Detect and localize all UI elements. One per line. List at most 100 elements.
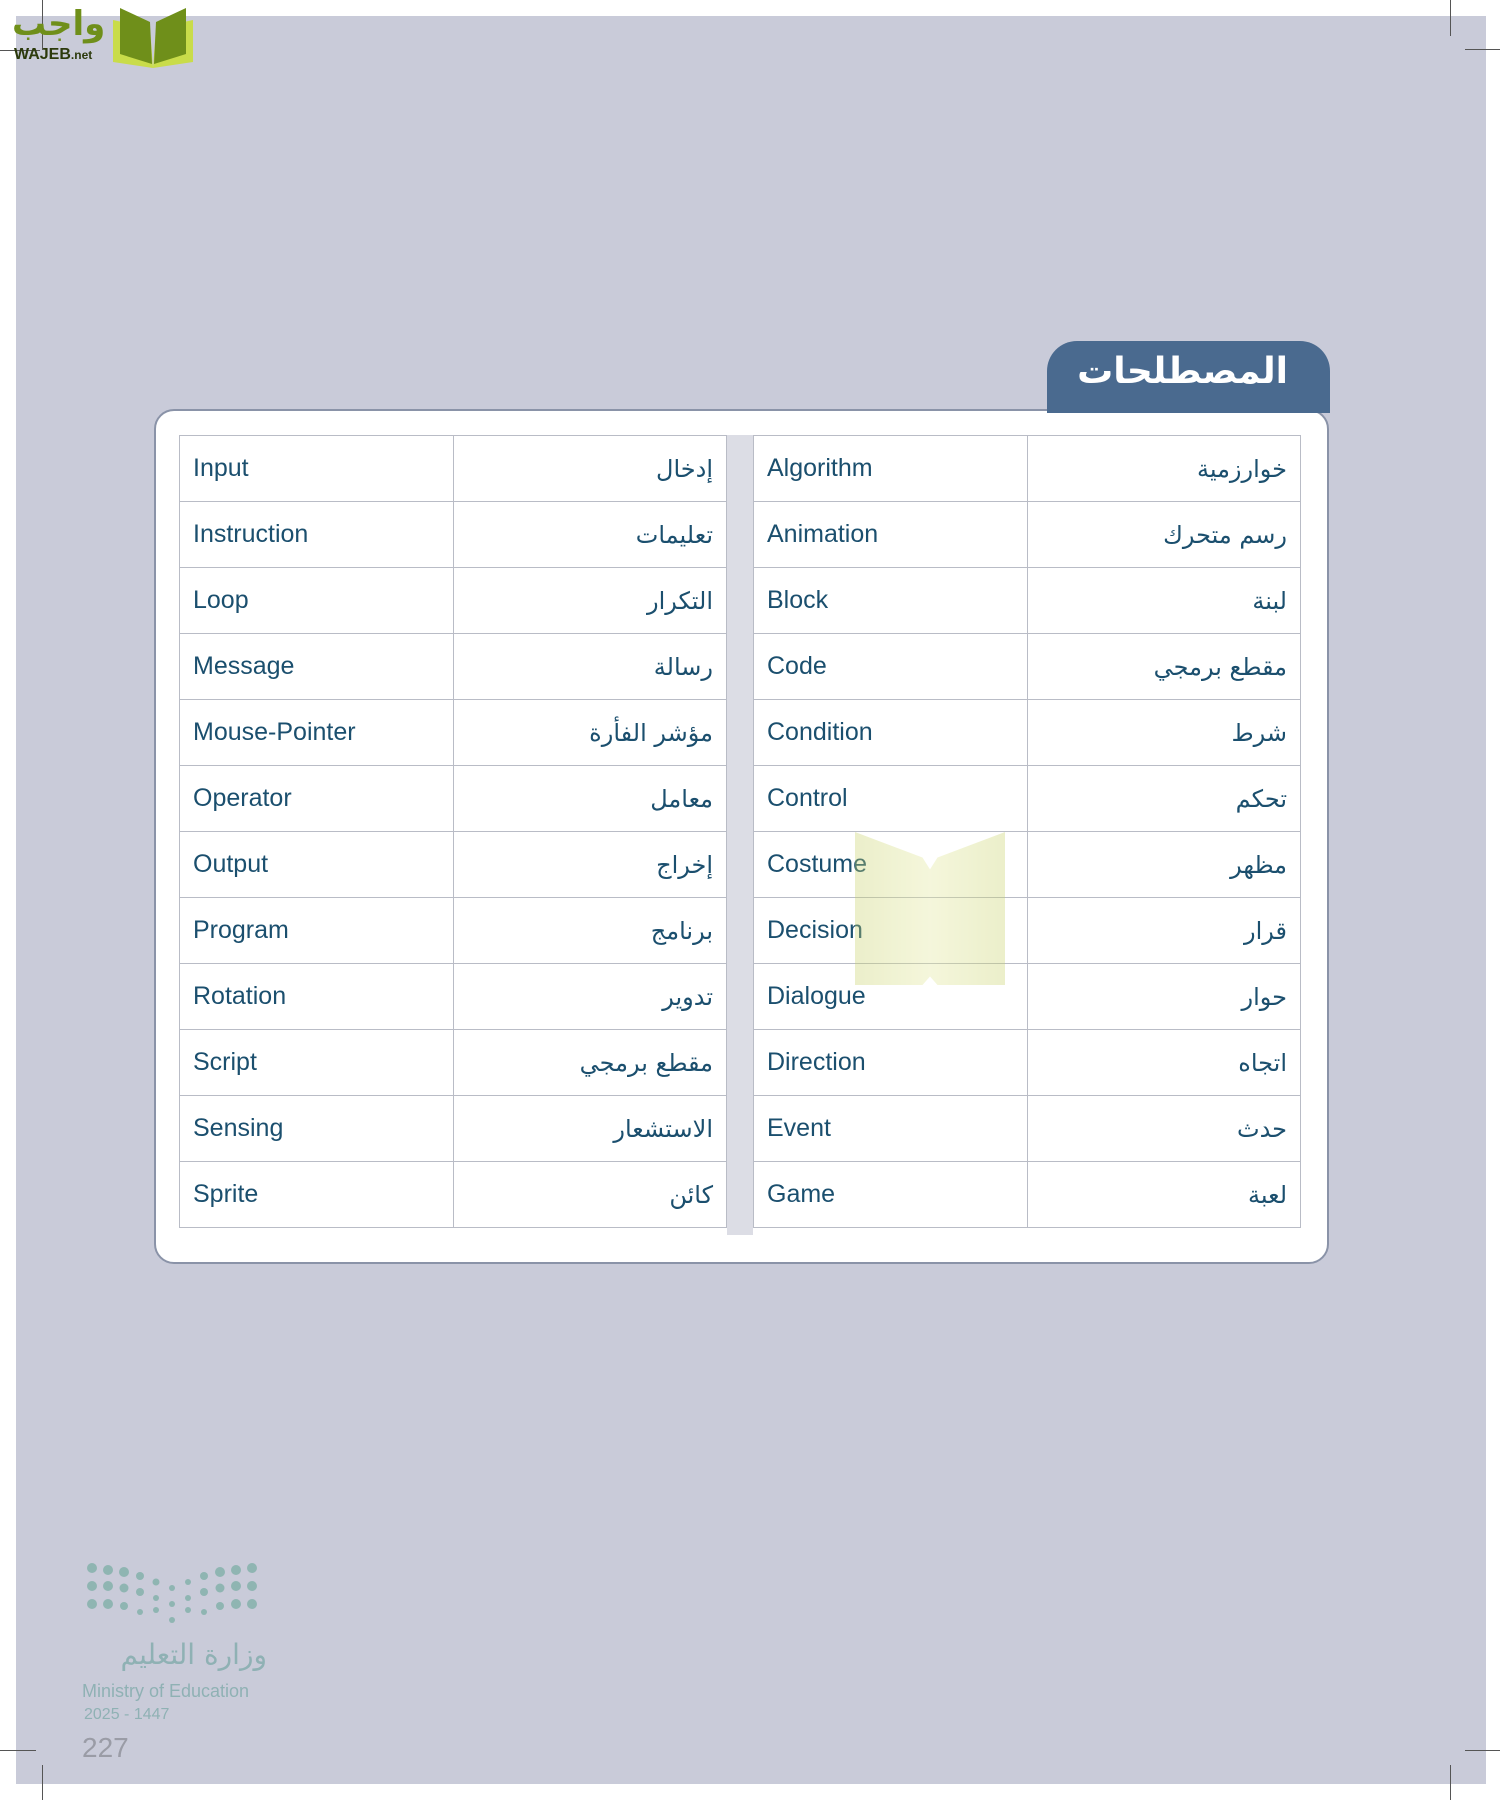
dot (169, 1601, 175, 1607)
term-arabic: لعبة (1026, 1161, 1302, 1228)
term-english: Program (179, 897, 454, 964)
glossary-row: Message رسالة (179, 633, 728, 700)
term-arabic: رسالة (452, 633, 728, 700)
term-english: Rotation (179, 963, 454, 1030)
dot (103, 1599, 113, 1609)
dot (185, 1595, 191, 1601)
term-arabic: مؤشر الفأرة (452, 699, 728, 766)
glossary-row: Sensing الاستشعار (179, 1095, 728, 1162)
glossary-row: Loop التكرار (179, 567, 728, 634)
term-english: Script (179, 1029, 454, 1096)
term-arabic: مقطع برمجي (1026, 633, 1302, 700)
crop-mark (0, 1750, 36, 1751)
glossary-row: Rotation تدوير (179, 963, 728, 1030)
term-english: Control (753, 765, 1028, 832)
glossary-row: Control تحكم (753, 765, 1302, 832)
dot (119, 1583, 129, 1593)
term-english: Operator (179, 765, 454, 832)
crop-mark (42, 0, 43, 50)
term-english: Decision (753, 897, 1028, 964)
dot (201, 1609, 207, 1615)
glossary-row: Condition شرط (753, 699, 1302, 766)
term-arabic: خوارزمية (1026, 435, 1302, 502)
term-arabic: حوار (1026, 963, 1302, 1030)
dot (103, 1565, 113, 1575)
glossary-row: Event حدث (753, 1095, 1302, 1162)
term-english: Algorithm (753, 435, 1028, 502)
glossary-table-right: Algorithm خوارزمية Animation رسم متحرك Block… (753, 435, 1302, 1228)
dot (200, 1572, 208, 1580)
dot (247, 1563, 257, 1573)
ministry-dots-icon (87, 1563, 257, 1623)
crop-mark (1450, 0, 1451, 36)
glossary-row: Dialogue حوار (753, 963, 1302, 1030)
glossary-row: Block لبنة (753, 567, 1302, 634)
ministry-logo: وزارة التعليم Ministry of Education 2025… (80, 1560, 280, 1730)
glossary-row: Costume مظهر (753, 831, 1302, 898)
term-arabic: اتجاه (1026, 1029, 1302, 1096)
dot (136, 1572, 144, 1580)
crop-mark (42, 1765, 43, 1800)
glossary-row: Output إخراج (179, 831, 728, 898)
glossary-row: Sprite كائن (179, 1161, 728, 1228)
term-arabic: حدث (1026, 1095, 1302, 1162)
dot (185, 1607, 191, 1613)
dot (87, 1581, 97, 1591)
dot (87, 1563, 97, 1573)
crop-mark (1450, 1765, 1451, 1800)
term-english: Sprite (179, 1161, 454, 1228)
dot (185, 1579, 191, 1585)
term-arabic: مظهر (1026, 831, 1302, 898)
term-arabic: معامل (452, 765, 728, 832)
term-arabic: كائن (452, 1161, 728, 1228)
term-english: Mouse-Pointer (179, 699, 454, 766)
wajeb-logo[interactable]: واجب WAJEB.net (8, 4, 198, 68)
dot (231, 1565, 241, 1575)
section-title: المصطلحات (1077, 351, 1288, 392)
crop-mark (0, 50, 40, 51)
dot (153, 1607, 159, 1613)
term-english: Game (753, 1161, 1028, 1228)
term-english: Costume (753, 831, 1028, 898)
term-english: Instruction (179, 501, 454, 568)
term-english: Sensing (179, 1095, 454, 1162)
glossary-row: Input إدخال (179, 435, 728, 502)
crop-mark (1465, 49, 1500, 50)
term-arabic: لبنة (1026, 567, 1302, 634)
dot (215, 1567, 225, 1577)
crop-mark (1465, 1750, 1500, 1751)
page-number: 227 (82, 1732, 129, 1763)
glossary-row: Decision قرار (753, 897, 1302, 964)
dot (137, 1609, 143, 1615)
dot (136, 1588, 144, 1596)
ministry-english: Ministry of Education (82, 1681, 250, 1701)
dot (103, 1581, 113, 1591)
book-icon (113, 8, 193, 68)
term-english: Message (179, 633, 454, 700)
logo-arabic: واجب (12, 4, 106, 44)
term-english: Loop (179, 567, 454, 634)
term-english: Event (753, 1095, 1028, 1162)
glossary-row: Algorithm خوارزمية (753, 435, 1302, 502)
term-english: Condition (753, 699, 1028, 766)
dot (119, 1567, 129, 1577)
term-arabic: إخراج (452, 831, 728, 898)
dot (216, 1602, 224, 1610)
term-arabic: تحكم (1026, 765, 1302, 832)
logo-latin: WAJEB.net (14, 46, 93, 63)
term-english: Dialogue (753, 963, 1028, 1030)
glossary-row: Direction اتجاه (753, 1029, 1302, 1096)
glossary-tab: المصطلحات (1047, 341, 1330, 413)
term-arabic: قرار (1026, 897, 1302, 964)
ministry-arabic: وزارة التعليم (120, 1638, 267, 1671)
dot (247, 1581, 257, 1591)
glossary-row: Program برنامج (179, 897, 728, 964)
dot (120, 1602, 128, 1610)
term-arabic: شرط (1026, 699, 1302, 766)
term-arabic: تعليمات (452, 501, 728, 568)
glossary-table-left: Input إدخال Instruction تعليمات Loop التكرار M… (179, 435, 728, 1228)
dot (231, 1581, 241, 1591)
term-arabic: تدوير (452, 963, 728, 1030)
glossary-row: Game لعبة (753, 1161, 1302, 1228)
glossary-row: Instruction تعليمات (179, 501, 728, 568)
